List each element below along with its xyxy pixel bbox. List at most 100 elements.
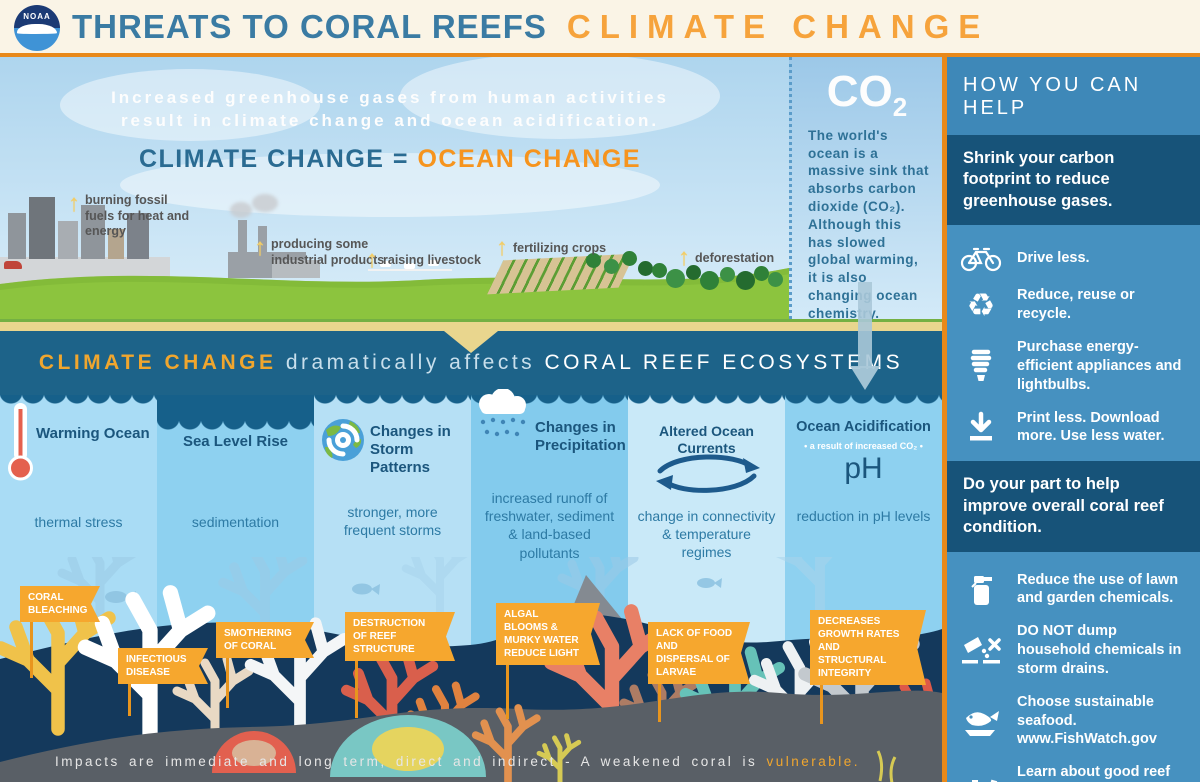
up-arrow-icon: ↑: [496, 234, 508, 261]
intro-text: Increased greenhouse gases from human ac…: [40, 87, 740, 174]
wave-edge: [628, 395, 785, 405]
impact-caption: Impacts are immediate and long term, dir…: [55, 754, 861, 769]
down-arrow-icon: [850, 366, 880, 390]
impact-flag: SMOTHERING OF CORAL: [216, 622, 314, 658]
sand-divider: [0, 319, 942, 331]
ocean-currents-icon: [656, 454, 760, 493]
noaa-logo-text: NOAA: [14, 4, 60, 28]
impact-flag: DESTRUCTION OF REEF STRUCTURE: [345, 612, 455, 661]
smoke-icon: [252, 194, 278, 212]
header: NOAA THREATS TO CORAL REEFS CLIMATE CHAN…: [0, 0, 1200, 57]
books-icon: [955, 774, 1007, 782]
car-icon: [4, 261, 22, 269]
wave-edge: [785, 395, 942, 405]
impact-flag: ALGAL BLOOMS & MURKY WATER REDUCE LIGHT: [496, 603, 600, 665]
acidification-note: • a result of increased CO₂ •: [804, 441, 923, 451]
up-arrow-icon: ↑: [68, 190, 80, 217]
co2-panel: CO2 The world's ocean is a massive sink …: [789, 57, 942, 321]
impact-flag: LACK OF FOOD AND DISPERSAL OF LARVAE: [648, 622, 750, 684]
threat-effect: sedimentation: [191, 514, 280, 530]
list-item: DO NOT dump household chemicals in storm…: [955, 615, 1190, 686]
list-item: Print less. Download more. Use less wate…: [955, 402, 1190, 454]
how-you-can-help-sidebar: HOW YOU CAN HELP Shrink your carbon foot…: [942, 57, 1200, 782]
sidebar-title: HOW YOU CAN HELP: [947, 57, 1200, 135]
impact-flag: CORAL BLEACHING: [20, 586, 100, 622]
flag-pole: [355, 640, 358, 718]
list-item: Choose sustainable seafood. www.FishWatc…: [955, 686, 1190, 757]
cow-icon: [380, 261, 391, 267]
wave-edge: [471, 395, 628, 405]
cloud-shape: [60, 69, 320, 141]
flag-pole: [128, 676, 131, 716]
sidebar-section-heading: Do your part to help improve overall cor…: [947, 461, 1200, 552]
threat-effect: reduction in pH levels: [796, 508, 931, 524]
deep-water-block: [157, 395, 314, 421]
flag-pole: [820, 664, 823, 724]
list-item: Drive less.: [955, 237, 1190, 279]
wave-edge: [157, 421, 314, 431]
seaweed: [876, 750, 897, 782]
smoke-icon: [230, 202, 252, 218]
page-subtitle: CLIMATE CHANGE: [566, 7, 990, 45]
sustainable-fish-icon: [955, 705, 1007, 737]
climate-equation: CLIMATE CHANGE = OCEAN CHANGE: [138, 144, 642, 173]
no-dumping-icon: [955, 634, 1007, 666]
effects-heading: CLIMATE CHANGE dramatically affects CORA…: [38, 351, 904, 374]
down-arrow-icon: [858, 282, 872, 368]
down-pointer-icon: [444, 331, 498, 353]
sidebar-list: Drive less. ♻ Reduce, reuse or recycle. …: [947, 225, 1200, 461]
tree-cluster: [652, 263, 667, 278]
threat-title: Warming Ocean: [36, 425, 150, 442]
seagull-icon: [17, 23, 57, 34]
threat-title: Sea Level Rise: [182, 433, 289, 450]
sidebar-section-heading: Shrink your carbon footprint to reduce g…: [947, 135, 1200, 226]
cloud-shape: [400, 57, 720, 139]
threat-effect: stronger, more frequent storms: [343, 504, 442, 539]
main-content: ↑ burning fossil fuels for heat and ener…: [0, 57, 942, 782]
threat-title: Altered Ocean Currents: [659, 423, 754, 456]
noaa-logo-icon: NOAA: [14, 4, 60, 51]
list-item: ♻ Reduce, reuse or recycle.: [955, 279, 1190, 331]
spray-bottle-icon: [955, 571, 1007, 607]
intro-line-1: Increased greenhouse gases from human ac…: [111, 88, 669, 107]
ph-icon: pH: [844, 452, 883, 485]
list-item: Reduce the use of lawn and garden chemic…: [955, 564, 1190, 616]
flag-pole: [226, 650, 229, 708]
co2-heading: CO2: [826, 67, 908, 122]
cloud-shape: [120, 153, 660, 217]
wave-edge: [0, 395, 157, 405]
emission-source-label: ↑ producing some industrial products: [254, 234, 385, 267]
emission-source-label: ↑ fertilizing crops: [496, 234, 607, 261]
lightbulb-icon: [955, 348, 1007, 384]
livestock-fence: [368, 269, 452, 271]
causes-section: ↑ burning fossil fuels for heat and ener…: [0, 57, 942, 319]
up-arrow-icon: ↑: [254, 234, 266, 261]
fishwatch-link[interactable]: www.FishWatch.gov: [1017, 731, 1157, 748]
page-title: THREATS TO CORAL REEFS: [72, 7, 547, 45]
fish-icon: [105, 578, 722, 603]
rain-cloud-icon: [479, 389, 526, 437]
flag-pole: [30, 614, 33, 678]
threat-effect: increased runoff of freshwater, sediment…: [484, 490, 615, 561]
bicycle-icon: [955, 244, 1007, 272]
threat-title: Changes in Precipitation: [535, 419, 626, 454]
up-arrow-icon: ↑: [678, 244, 690, 271]
thermometer-icon: [8, 403, 33, 481]
emission-source-label: ↑ raising livestock: [366, 246, 481, 273]
threat-title: Ocean Acidification: [796, 419, 931, 435]
cow-icon: [404, 263, 415, 269]
emission-source-label: ↑ deforestation: [678, 244, 775, 271]
wave-edge: [314, 395, 471, 405]
up-arrow-icon: ↑: [366, 246, 378, 273]
tree-cluster: [586, 253, 601, 268]
storm-globe-icon: [322, 419, 364, 461]
list-item: Purchase energy-efficient appliances and…: [955, 331, 1190, 402]
sidebar-list: Reduce the use of lawn and garden chemic…: [947, 552, 1200, 782]
recycle-icon: ♻: [966, 287, 996, 324]
cow-icon: [428, 260, 439, 266]
threat-effect: change in connectivity & temperature reg…: [637, 508, 776, 561]
threat-title: Changes in Storm Patterns: [370, 423, 451, 476]
flag-pole: [658, 664, 661, 722]
intro-line-2: result in climate change and ocean acidi…: [120, 110, 660, 130]
